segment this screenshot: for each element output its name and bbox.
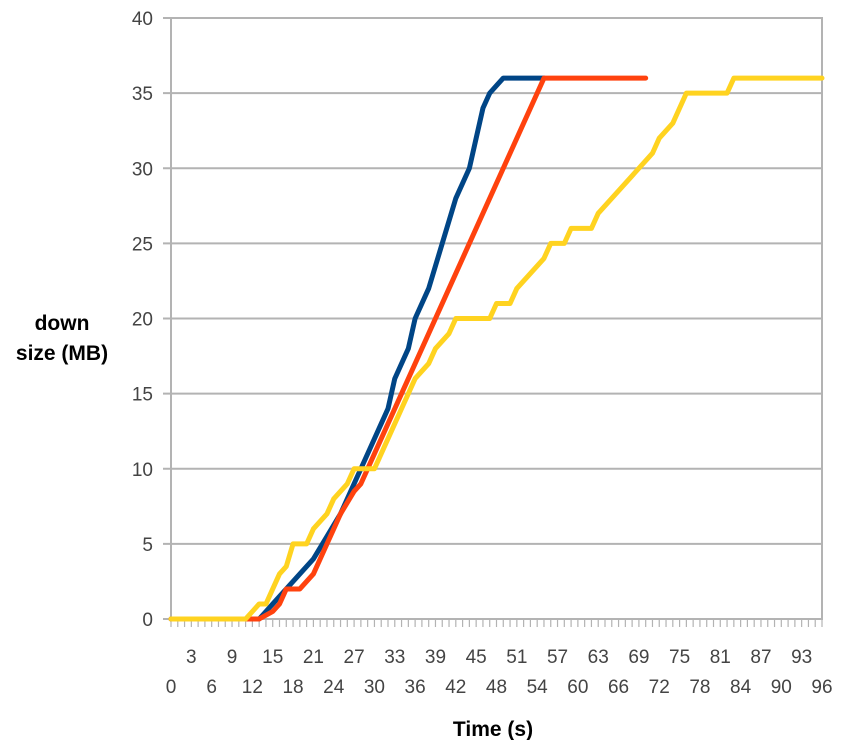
x-tick-label: 75 xyxy=(669,647,690,668)
x-tick-label: 24 xyxy=(323,677,345,698)
x-tick-label: 39 xyxy=(425,647,446,668)
y-axis-title-line2: size (MB) xyxy=(16,342,108,365)
x-tick-label: 12 xyxy=(242,677,263,698)
x-tick-label: 18 xyxy=(282,677,303,698)
series-line-3 xyxy=(168,75,825,622)
grid-lines xyxy=(163,17,823,627)
x-tick-label: 27 xyxy=(344,647,365,668)
x-tick-label: 66 xyxy=(608,677,629,698)
x-tick-label: 6 xyxy=(206,677,217,698)
x-tick-label: 48 xyxy=(486,677,507,698)
y-tick-labels: 0 5 10 15 20 25 30 35 40 xyxy=(132,9,153,631)
x-tick-label: 84 xyxy=(730,677,752,698)
x-tick-labels: 3 9 15 21 27 33 39 45 51 57 63 69 75 81 87 930 6 12 18 24 30… xyxy=(166,647,833,698)
x-tick-label: 93 xyxy=(791,647,812,668)
y-tick-label: 30 xyxy=(132,159,153,180)
x-tick-label: 69 xyxy=(628,647,649,668)
y-tick-label: 25 xyxy=(132,234,153,255)
y-tick-label: 35 xyxy=(132,84,153,105)
x-axis-title: Time (s) xyxy=(453,718,533,740)
y-tick-label: 20 xyxy=(132,310,153,331)
y-tick-label: 5 xyxy=(142,535,153,556)
x-tick-label: 87 xyxy=(750,647,771,668)
x-tick-label: 9 xyxy=(227,647,238,668)
x-tick-label: 63 xyxy=(588,647,609,668)
x-tick-label: 42 xyxy=(445,677,466,698)
y-tick-label: 0 xyxy=(142,610,153,631)
x-tick-label: 96 xyxy=(811,677,832,698)
x-tick-label: 54 xyxy=(527,677,549,698)
x-tick-label: 3 xyxy=(186,647,197,668)
y-axis-title-line1: down xyxy=(35,312,90,335)
y-tick-label: 10 xyxy=(132,460,153,481)
x-tick-label: 57 xyxy=(547,647,568,668)
series-line-2 xyxy=(168,75,649,622)
series-line-1 xyxy=(168,75,547,622)
series-layer xyxy=(168,75,825,622)
x-tick-label: 33 xyxy=(384,647,405,668)
x-tick-label: 21 xyxy=(303,647,324,668)
x-tick-label: 51 xyxy=(506,647,527,668)
x-tick-label: 30 xyxy=(364,677,385,698)
x-tick-label: 78 xyxy=(689,677,710,698)
y-tick-label: 40 xyxy=(132,9,153,30)
x-tick-label: 0 xyxy=(166,677,177,698)
x-tick-label: 60 xyxy=(567,677,588,698)
x-tick-label: 81 xyxy=(710,647,731,668)
x-tick-label: 90 xyxy=(771,677,792,698)
x-tick-label: 45 xyxy=(466,647,487,668)
x-tick-label: 72 xyxy=(649,677,670,698)
plot-area-frame xyxy=(170,17,823,620)
x-tick-label: 36 xyxy=(405,677,426,698)
x-tick-label: 15 xyxy=(262,647,283,668)
y-tick-label: 15 xyxy=(132,385,153,406)
